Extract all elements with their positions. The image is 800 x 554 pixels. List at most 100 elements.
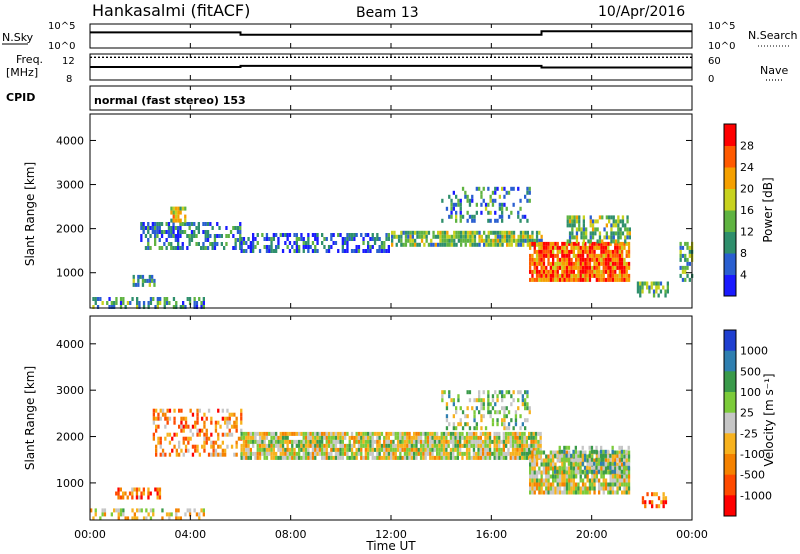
velocity-cell [618, 474, 621, 479]
power-cell [531, 253, 534, 258]
velocity-cell [224, 452, 227, 457]
power-cell [591, 269, 594, 274]
velocity-cell [392, 443, 395, 448]
velocity-cell [164, 424, 167, 429]
power-cell [619, 219, 622, 224]
velocity-cell [371, 439, 374, 444]
power-cell [416, 234, 419, 239]
power-cell [441, 230, 444, 235]
velocity-cell [254, 455, 257, 460]
velocity-cell [616, 462, 619, 467]
velocity-cell [152, 436, 155, 441]
power-cell [681, 269, 685, 274]
velocity-cell [618, 478, 621, 483]
velocity-cell [584, 486, 587, 491]
power-cell [584, 261, 587, 266]
velocity-cell [482, 398, 485, 403]
velocity-cell [286, 443, 289, 448]
power-cell [193, 234, 196, 238]
velocity-cell [537, 439, 540, 444]
velocity-cell [145, 508, 148, 513]
power-cell [450, 198, 453, 203]
power-cell [600, 253, 603, 258]
power-cell [149, 301, 153, 305]
power-cell [529, 245, 532, 250]
power-cell [568, 277, 571, 282]
velocity-cell [607, 486, 610, 491]
velocity-cell [254, 439, 257, 444]
velocity-cell [293, 431, 296, 436]
power-cell [595, 253, 598, 258]
power-cell [581, 261, 585, 266]
power-cell [538, 249, 541, 254]
velocity-cell [447, 439, 450, 444]
velocity-cell [341, 447, 344, 452]
power-cell [623, 245, 626, 250]
velocity-cell [518, 435, 522, 440]
velocity-cell [579, 462, 582, 467]
velocity-cell [556, 458, 559, 463]
power-cell [275, 233, 278, 237]
velocity-cell [579, 450, 582, 455]
velocity-cell [295, 439, 298, 444]
power-cell [501, 214, 504, 219]
power-cell [625, 277, 628, 282]
power-cell [614, 253, 617, 258]
velocity-cell [545, 466, 548, 471]
velocity-cell [385, 435, 388, 440]
velocity-cell [480, 398, 483, 403]
velocity-cell [245, 443, 248, 448]
velocity-cell [609, 474, 612, 479]
velocity-cell [161, 408, 165, 413]
velocity-cell [245, 447, 248, 452]
power-cell [595, 273, 598, 278]
velocity-cell [614, 474, 617, 479]
power-cell [572, 253, 575, 258]
power-cell [149, 226, 152, 230]
velocity-cell [272, 447, 275, 452]
power-cell [623, 257, 626, 262]
velocity-cell [417, 435, 420, 440]
power-cell [529, 261, 532, 266]
power-cell [466, 234, 470, 239]
velocity-cell [568, 450, 571, 455]
velocity-cell [529, 486, 532, 491]
power-cell [598, 261, 601, 266]
power-cell [517, 242, 520, 247]
velocity-cell [279, 435, 282, 440]
power-cell [577, 253, 580, 258]
power-cell [409, 234, 412, 239]
velocity-cell [448, 422, 451, 427]
velocity-cell [401, 447, 404, 452]
power-cell [605, 231, 608, 236]
power-cell [627, 277, 631, 282]
velocity-cell [133, 487, 136, 492]
power-cell [457, 234, 460, 239]
velocity-cell [314, 431, 317, 436]
velocity-cell [616, 486, 619, 491]
power-cell [141, 278, 145, 283]
velocity-cell [535, 454, 539, 459]
velocity-cell [277, 455, 280, 460]
power-cell [547, 269, 550, 274]
power-cell [519, 198, 522, 203]
power-cell [617, 219, 620, 224]
power-cell [483, 238, 486, 243]
velocity-cell [459, 431, 462, 436]
power-cell [144, 226, 148, 230]
velocity-cell [498, 455, 501, 460]
velocity-cell [461, 443, 464, 448]
velocity-cell [302, 435, 305, 440]
power-cell [330, 245, 333, 249]
velocity-cell [247, 435, 250, 440]
power-cell [617, 215, 620, 220]
velocity-cell [332, 455, 335, 460]
velocity-cell [254, 451, 257, 456]
velocity-cell [529, 466, 532, 471]
power-cell [580, 235, 583, 240]
velocity-cell [171, 448, 174, 453]
velocity-cell [511, 451, 515, 456]
velocity-cell [203, 448, 206, 453]
power-cell [227, 234, 230, 238]
